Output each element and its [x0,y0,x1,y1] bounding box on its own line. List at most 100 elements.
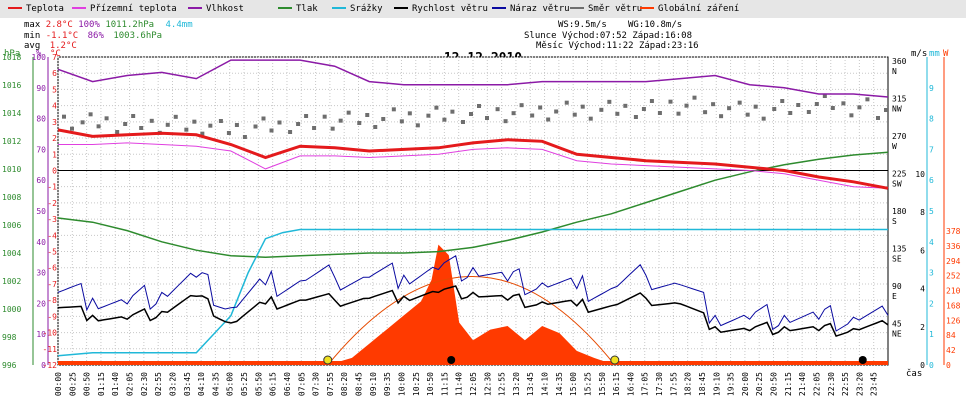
temperature-tick: -9 [47,312,57,321]
wind-dir-point [338,118,343,123]
x-tick-label: 05:50 [254,372,263,396]
legend-swatch [188,6,202,9]
legend-label: Srážky [350,4,383,14]
wind-dir-point [304,114,309,118]
stats-max-temp: 2.8°C [45,20,73,30]
temperature-tick: 7 [52,53,57,62]
wind-dir-point [692,95,697,100]
wind-dir-point [477,104,481,108]
x-tick-label: 10:25 [412,372,421,396]
x-tick-label: 19:10 [712,372,721,396]
x-tick-label: 12:30 [483,372,492,396]
wind-dir-point [70,126,74,131]
stats-min-press: 1003.6hPa [113,31,163,41]
pressure-tick: 1002 [2,277,21,286]
wind-speed-tick: 6 [920,246,925,255]
wind-dir-point [719,114,724,119]
pressure-tick: 1006 [2,221,21,230]
wind-dir-tick: 90 [892,282,902,291]
series-pressure [57,151,889,258]
temperature-tick: -4 [47,231,57,240]
x-tick-label: 01:40 [111,372,120,396]
temperature-tick: -12 [43,361,58,370]
moonset-marker [858,356,867,364]
wind-dir-point [554,109,559,114]
x-tick-label: 02:30 [140,372,149,396]
x-tick-label: 20:25 [755,372,764,396]
x-tick-label: 10:00 [397,372,406,396]
wind-dir-point [149,118,154,123]
moonrise-marker [447,356,456,364]
wind-dir-point [865,97,870,102]
wind-dir-point [780,99,785,103]
wind-dir-point [503,119,508,124]
theoretical-radiation-curve [327,275,616,366]
x-tick-label: 03:20 [168,372,177,396]
radiation-tick: 42 [946,346,956,355]
wind-dir-tick: 270 [892,132,907,141]
x-tick-label: 04:35 [211,372,220,396]
stats-avg: avg 1.2°C [24,41,77,51]
legend-item: Rychlost větru [394,4,488,14]
pressure-tick: 1000 [2,305,21,314]
wind-dir-point [511,111,516,116]
wind-dir-point [442,117,447,122]
humidity-tick: 100 [32,53,47,62]
wind-dir-point [415,123,420,128]
wind-dir-point [296,122,301,126]
sunset-marker [610,355,620,365]
wind-dir-tick: 45 [892,320,902,329]
wind-dir-point [599,107,604,112]
wind-dir-point [711,102,716,107]
legend-label: Náraz větru [510,4,570,14]
wind-dir-point [857,105,862,110]
legend-item: Přízemní teplota [72,4,177,14]
legend-item: Teplota [8,4,64,14]
wind-dir-point [80,120,85,125]
x-tick-label: 02:05 [126,372,135,396]
legend-label: Směr větru [588,4,643,14]
x-tick-label: 09:10 [369,372,378,396]
legend-swatch [8,6,22,9]
pressure-tick: 1004 [2,249,21,258]
temperature-tick: -8 [47,296,57,305]
radiation-tick: 0 [946,361,951,370]
pressure-tick: 1016 [2,81,21,90]
wind-dir-point [288,130,293,134]
temperature-tick: -10 [43,329,58,338]
wind-dir-point [676,111,681,116]
legend-swatch [278,6,292,9]
legend-item: Srážky [332,4,383,14]
wind-dir-point [633,115,638,119]
wind-dir-point [745,112,750,117]
sunrise-marker [323,355,333,365]
wind-dir-tick: 315 [892,95,907,104]
wind-dir-point [322,114,327,119]
sun-info: Slunce Východ:07:52 Západ:16:08 [524,31,692,41]
wind-dir-point [884,108,888,112]
wind-dir-compass: SE [892,255,902,264]
stats-max-rain: 4.4mm [165,20,193,30]
wind-dir-point [242,135,247,139]
pressure-tick: 1010 [2,165,21,174]
wind-dir-point [407,111,412,116]
wind-dir-tick: 135 [892,245,907,254]
rain-tick: 0 [929,361,934,370]
wind-dir-point [607,99,612,104]
wind-dir-point [495,107,500,112]
wind-dir-point [226,131,231,135]
humidity-tick: 70 [36,145,46,154]
legend-swatch [332,6,346,9]
x-tick-label: 08:20 [340,372,349,396]
wind-dir-point [218,119,223,123]
x-tick-label: 18:20 [684,372,693,396]
wind-dir-point [841,101,846,106]
wind-dir-point [115,130,120,134]
stats-avg-temp: 1.2°C [49,41,77,51]
stats-max: max 2.8°C 100% 1011.2hPa 4.4mm [24,20,193,30]
wind-dir-point [253,124,258,129]
wind-dir-point [269,128,274,133]
wind-dir-point [737,100,742,105]
wind-dir-point [761,116,766,121]
legend-swatch [72,6,86,9]
